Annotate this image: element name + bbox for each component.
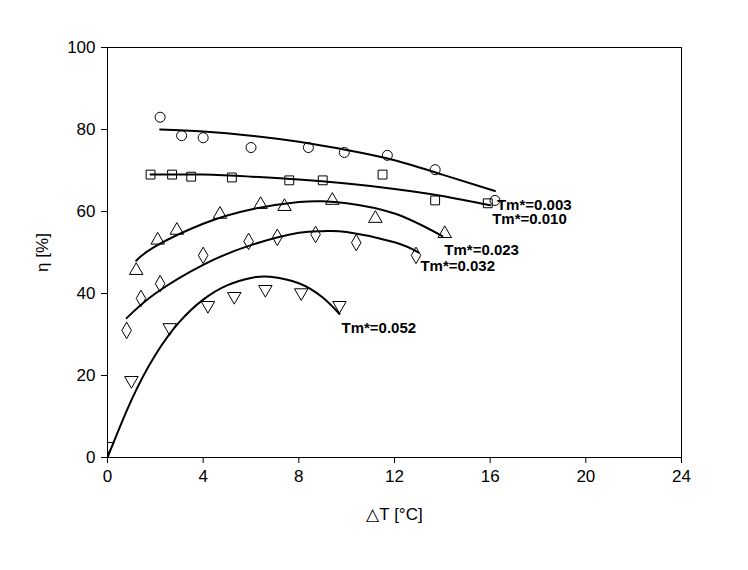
svg-text:20: 20 [77, 366, 96, 385]
svg-text:Tm*=0.032: Tm*=0.032 [420, 257, 495, 274]
svg-text:24: 24 [672, 467, 691, 486]
svg-text:0: 0 [103, 467, 112, 486]
svg-text:4: 4 [198, 467, 207, 486]
svg-text:40: 40 [77, 284, 96, 303]
svg-text:Tm*=0.023: Tm*=0.023 [444, 241, 519, 258]
svg-text:△T [°C]: △T [°C] [366, 505, 422, 524]
svg-text:12: 12 [385, 467, 404, 486]
svg-text:80: 80 [77, 120, 96, 139]
svg-text:8: 8 [294, 467, 303, 486]
svg-text:Tm*=0.010: Tm*=0.010 [492, 210, 567, 227]
svg-text:η [%]: η [%] [33, 233, 52, 272]
svg-text:Tm*=0.003: Tm*=0.003 [497, 195, 572, 213]
svg-text:20: 20 [576, 467, 595, 486]
svg-text:0: 0 [86, 448, 95, 467]
svg-text:100: 100 [67, 38, 95, 57]
svg-text:Tm*=0.052: Tm*=0.052 [341, 319, 416, 336]
svg-text:16: 16 [481, 467, 500, 486]
svg-text:60: 60 [77, 202, 96, 221]
